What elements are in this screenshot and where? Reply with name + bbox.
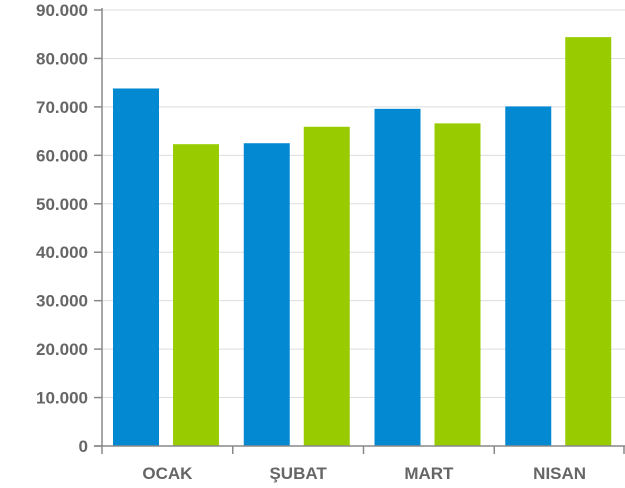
y-tick-label: 50.000 [36, 195, 88, 214]
y-tick-label: 70.000 [36, 98, 88, 117]
bar-şubat-series-1 [243, 143, 290, 446]
bar-ocak-series-2 [173, 144, 219, 447]
y-axis: 0 10.000 20.000 30.000 40.000 50.000 60.000 70.… [36, 1, 103, 456]
bar-şubat-series-2 [303, 126, 350, 447]
y-tick-label: 10.000 [36, 389, 88, 408]
bar-mart-series-2 [434, 123, 481, 447]
bar-ocak-series-1 [113, 88, 159, 446]
y-tick-label: 60.000 [36, 146, 88, 165]
x-category-label: NISAN [533, 464, 586, 483]
bar-nisan-series-2 [565, 37, 612, 447]
y-tick-label: 20.000 [36, 340, 88, 359]
y-tick-label: 0 [79, 437, 88, 456]
x-category-label: ŞUBAT [269, 464, 327, 483]
y-tick-label: 80.000 [36, 49, 88, 68]
bar-mart-series-1 [374, 108, 421, 447]
bar-nisan-series-1 [505, 106, 552, 446]
x-axis: OCAK ŞUBAT MART NISAN [94, 445, 625, 483]
x-category-label: OCAK [142, 464, 193, 483]
bars [113, 37, 612, 447]
y-tick-label: 30.000 [36, 292, 88, 311]
y-tick-label: 90.000 [36, 1, 88, 20]
x-category-label: MART [404, 464, 454, 483]
y-tick-label: 40.000 [36, 243, 88, 262]
